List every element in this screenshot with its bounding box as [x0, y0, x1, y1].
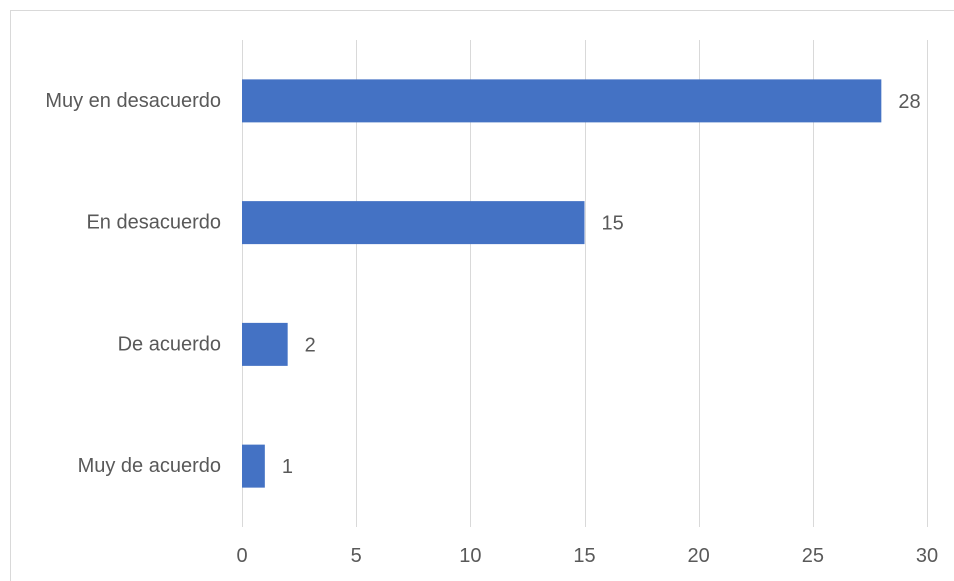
chart-border	[10, 10, 954, 581]
data-label-muy-en-desacuerdo: 28	[898, 91, 920, 113]
data-label-de-acuerdo: 2	[305, 334, 316, 356]
x-tick-label-30: 30	[916, 545, 938, 567]
category-label-en-desacuerdo: En desacuerdo	[86, 212, 221, 234]
x-tick-label-25: 25	[802, 545, 824, 567]
x-tick-label-15: 15	[573, 545, 595, 567]
bar-muy-en-desacuerdo	[242, 79, 882, 123]
x-tick-label-20: 20	[688, 545, 710, 567]
bar-de-acuerdo	[242, 322, 288, 366]
data-label-en-desacuerdo: 15	[602, 213, 624, 235]
x-tick-label-5: 5	[351, 545, 362, 567]
x-tick-label-0: 0	[236, 545, 247, 567]
category-label-muy-en-desacuerdo: Muy en desacuerdo	[45, 90, 221, 112]
data-label-muy-de-acuerdo: 1	[282, 456, 293, 478]
bar-muy-de-acuerdo	[242, 444, 265, 488]
bar-en-desacuerdo	[242, 201, 585, 245]
category-label-muy-de-acuerdo: Muy de acuerdo	[78, 455, 221, 477]
category-label-de-acuerdo: De acuerdo	[118, 333, 221, 355]
x-tick-label-10: 10	[459, 545, 481, 567]
